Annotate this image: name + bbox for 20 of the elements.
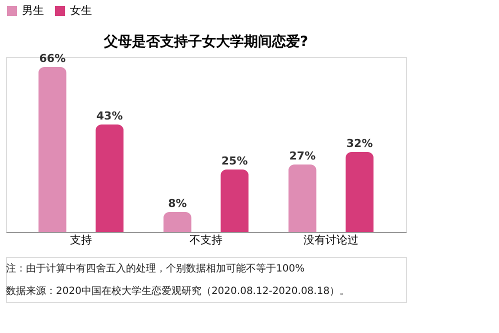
text: 注：由于计算中有四舍五入的处理，个别数据相加可能不等于100% — [6, 262, 305, 274]
data-label: 66% — [39, 52, 66, 65]
legend-label: 女生 — [70, 4, 92, 17]
x-tick-label: 没有讨论过 — [304, 234, 358, 246]
data-label: 32% — [346, 137, 373, 150]
data-label: 43% — [96, 110, 123, 122]
bar — [163, 212, 192, 232]
bar — [288, 164, 316, 232]
bar — [220, 170, 249, 232]
x-tick-label: 不支持 — [190, 234, 222, 246]
bar — [96, 124, 124, 232]
bar — [346, 152, 374, 232]
data-label: 27% — [289, 150, 316, 162]
data-label: 25% — [221, 154, 248, 168]
x-tick-label: 支持 — [70, 234, 92, 246]
legend-label: 男生 — [22, 4, 44, 17]
bar — [38, 67, 66, 232]
chart-title: 父母是否支持子女大学期间恋爱? — [102, 33, 308, 50]
data-label: 8% — [168, 197, 187, 210]
source-note: 数据来源：2020中国在校大学生恋爱观研究（2020.08.12-2020.08.18）。 — [6, 284, 350, 297]
